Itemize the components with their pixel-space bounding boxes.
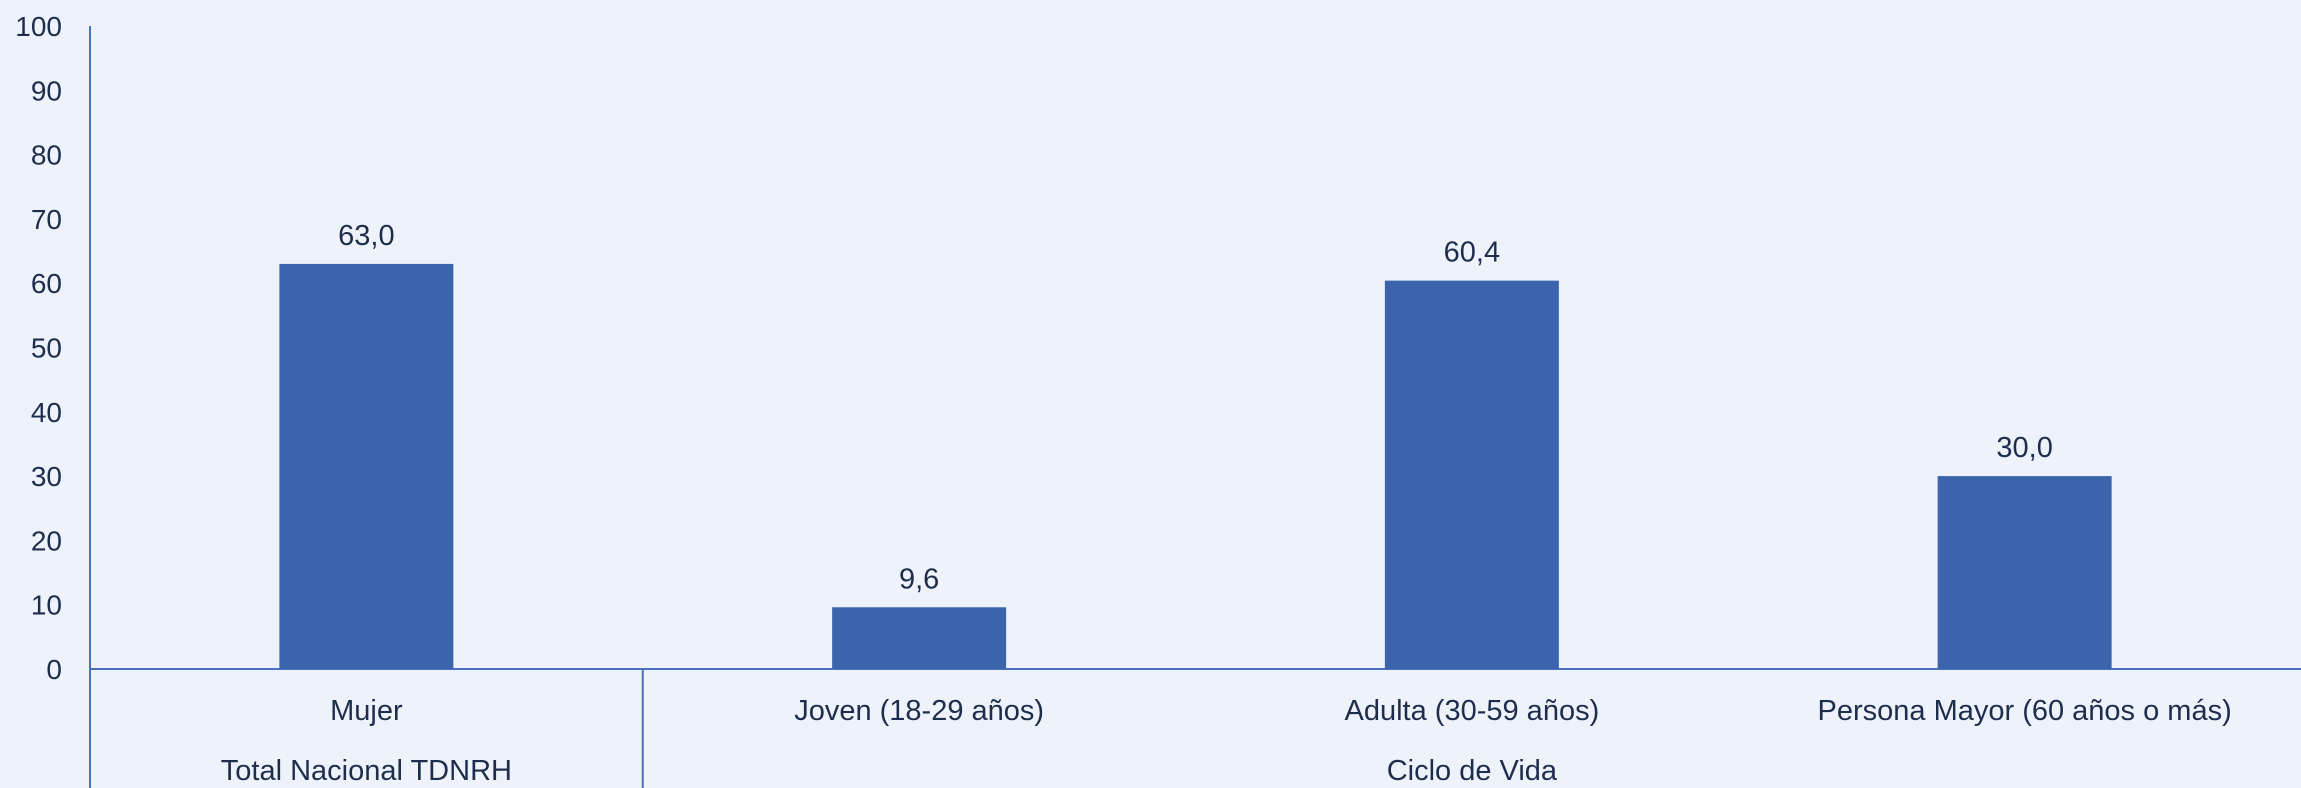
y-tick-label: 20	[31, 525, 62, 556]
y-tick-label: 40	[31, 397, 62, 428]
y-tick-label: 70	[31, 204, 62, 235]
bar[interactable]	[279, 263, 454, 669]
data-label: 9,6	[899, 563, 939, 595]
category-label: Mujer	[330, 695, 403, 727]
bar[interactable]	[1384, 280, 1559, 669]
category-label: Adulta (30-59 años)	[1345, 695, 1600, 727]
category-label: Persona Mayor (60 años o más)	[1818, 695, 2232, 727]
bar[interactable]	[832, 607, 1007, 669]
category-label: Joven (18-29 años)	[794, 695, 1044, 727]
y-tick-label: 100	[15, 11, 62, 42]
y-tick-label: 80	[31, 140, 62, 171]
data-label: 63,0	[338, 220, 394, 252]
y-tick-label: 90	[31, 75, 62, 106]
y-tick-label: 50	[31, 333, 62, 364]
y-tick-label: 30	[31, 461, 62, 492]
group-label: Total Nacional TDNRH	[221, 755, 512, 787]
bar[interactable]	[1937, 476, 2112, 669]
data-label: 60,4	[1444, 237, 1500, 269]
y-tick-label: 10	[31, 590, 62, 621]
y-tick-label: 0	[46, 654, 62, 685]
data-label: 30,0	[1996, 432, 2052, 464]
group-label: Ciclo de Vida	[1387, 755, 1558, 787]
y-tick-label: 60	[31, 268, 62, 299]
